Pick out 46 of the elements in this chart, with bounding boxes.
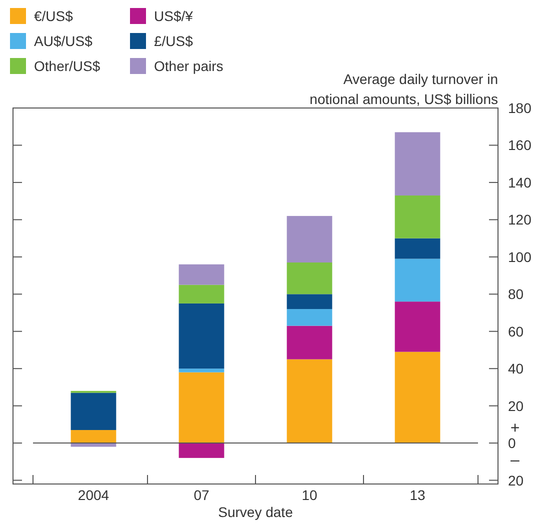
y-tick-label: 40 bbox=[508, 360, 524, 377]
y-axis-title: Average daily turnover in notional amounts, US$ billions bbox=[310, 71, 498, 107]
legend-label: US$/¥ bbox=[154, 8, 194, 24]
legend-label: €/US$ bbox=[34, 8, 74, 24]
y-tick-label: 160 bbox=[508, 137, 532, 154]
bar bbox=[394, 195, 440, 238]
bar bbox=[178, 284, 224, 304]
legend-label: Other pairs bbox=[154, 58, 224, 74]
bar bbox=[286, 216, 332, 262]
y-tick-label: 0 bbox=[508, 435, 516, 452]
x-axis-title: Survey date bbox=[218, 504, 294, 520]
y-tick-label: 100 bbox=[508, 248, 532, 265]
y-tick-label: 20 bbox=[508, 398, 524, 414]
bar bbox=[286, 262, 332, 294]
y-tick-label: 120 bbox=[508, 212, 532, 228]
y-tick-label: 20 bbox=[508, 472, 524, 488]
y-tick-label: 180 bbox=[508, 100, 532, 116]
x-tick-label: 07 bbox=[194, 487, 210, 503]
bar bbox=[178, 368, 224, 372]
text: + bbox=[510, 420, 520, 438]
bar bbox=[394, 302, 440, 352]
x-tick-label: 2004 bbox=[78, 487, 110, 503]
y-tick-label: 60 bbox=[508, 323, 524, 340]
bar bbox=[286, 326, 332, 360]
legend-label: Other/US$ bbox=[34, 58, 100, 74]
bar bbox=[70, 430, 116, 444]
bar bbox=[70, 443, 116, 447]
bar bbox=[394, 238, 440, 259]
legend-label: £/US$ bbox=[154, 33, 194, 49]
y-tick-label: 80 bbox=[508, 286, 524, 302]
bar bbox=[178, 372, 224, 444]
bar bbox=[178, 264, 224, 285]
bar bbox=[394, 352, 440, 444]
bar bbox=[178, 443, 224, 458]
bar bbox=[286, 359, 332, 444]
bar bbox=[286, 294, 332, 310]
x-tick-label: 10 bbox=[302, 487, 318, 503]
y-tick-label: 140 bbox=[508, 174, 532, 190]
text: – bbox=[510, 452, 520, 470]
bar bbox=[178, 303, 224, 369]
bar bbox=[394, 132, 440, 196]
bar bbox=[394, 258, 440, 302]
bar bbox=[70, 392, 116, 430]
x-tick-label: 13 bbox=[410, 487, 426, 503]
legend-label: AU$/US$ bbox=[34, 33, 93, 49]
bar bbox=[286, 309, 332, 326]
